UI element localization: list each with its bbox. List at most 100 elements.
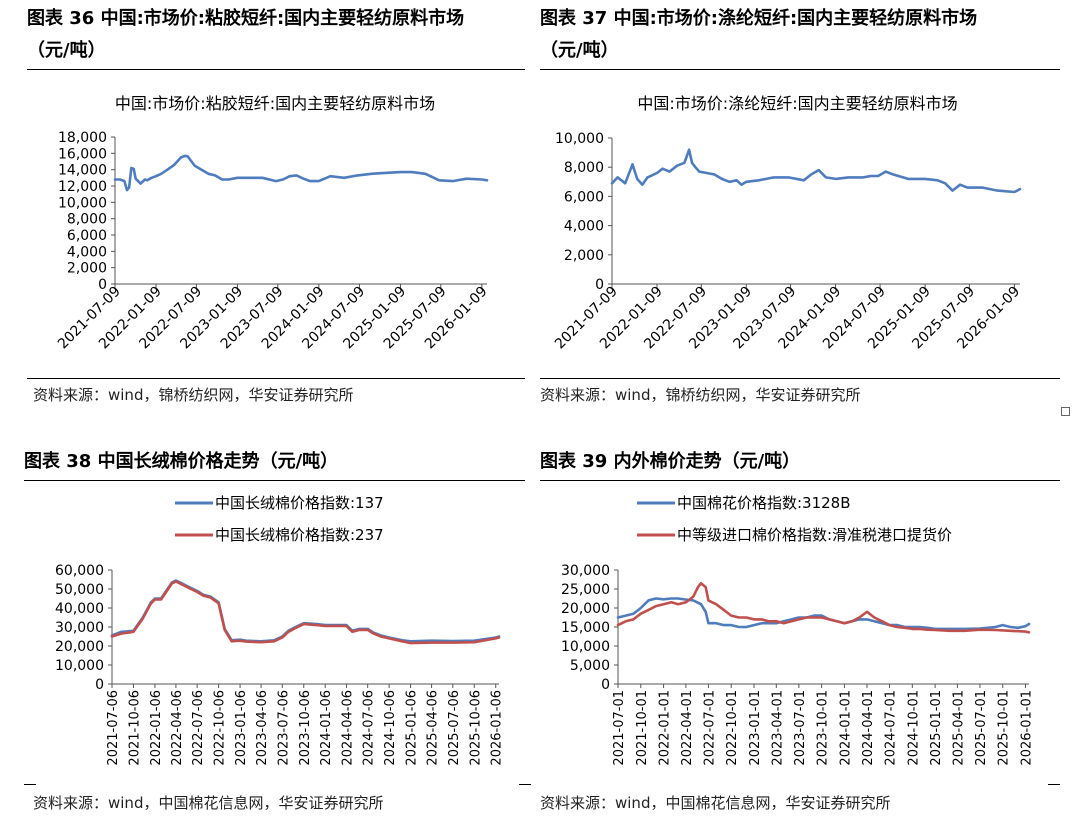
figure-39-source: 资料来源：wind，中国棉花信息网，华安证券研究所 [540,794,891,812]
x-tick-label: 2022-10-01 [725,690,740,766]
series-line-1 [110,579,501,643]
x-tick-label: 2021-07-06 [106,690,121,766]
figure-39-top-rule [540,480,1060,481]
x-tick-label: 2022-01-06 [149,690,164,766]
figure-36-top-rule [27,69,525,70]
figure-36-bottom-rule [27,378,525,379]
figure-38-chart: 0 10,000 20,000 30,000 40,000 50,000 60,000 202… [55,494,505,766]
y-tick-label: 6,000 [564,189,604,205]
y-tick-label: 0 [595,277,604,293]
y-tick-label: 0 [601,677,610,693]
figure-36-chart-title: 中国:市场价:粘胶短纤:国内主要轻纺原料市场 [114,94,436,113]
x-tick-label: 2024-07-01 [884,690,899,766]
x-tick-label: 2026-01-06 [490,690,505,766]
x-tick-label: 2023-07-01 [793,690,808,766]
figure-36-source: 资料来源：wind，锦桥纺织网，华安证券研究所 [33,386,354,404]
x-tick-label: 2025-07-06 [447,690,462,766]
figure-36-heading-line2: （元/吨） [27,40,106,61]
x-tick-label: 2022-04-01 [680,690,695,766]
figure-39-corner-mark-right [1048,784,1060,785]
x-tick-label: 2023-01-06 [234,690,249,766]
figure-38-heading: 图表 38 中国长绒棉价格走势（元/吨） [24,451,339,472]
x-tick-label: 2022-04-06 [170,690,185,766]
series-line-1 [113,154,489,192]
y-tick-label: 14,000 [58,163,107,179]
y-tick-label: 10,000 [561,639,610,655]
series-line-1 [610,148,1022,194]
figure-37-source: 资料来源：wind，锦桥纺织网，华安证券研究所 [540,386,861,404]
x-tick-label: 2024-01-01 [838,690,853,766]
y-tick-label: 5,000 [570,658,610,674]
y-tick-label: 0 [98,277,107,293]
y-tick-label: 15,000 [561,620,610,636]
x-tick-label: 2025-01-01 [929,690,944,766]
x-tick-label: 2026-01-01 [1020,690,1035,766]
figure-39-chart: 0 5,000 10,000 15,000 20,000 25,000 30,000 2021… [561,494,1035,766]
legend-label-1: 中国长绒棉价格指数:137 [215,494,384,512]
x-tick-label: 2021-10-06 [127,690,142,766]
x-tick-label: 2023-01-01 [748,690,763,766]
figure-37-heading-line2: （元/吨） [540,40,619,61]
y-tick-label: 10,000 [55,658,104,674]
y-tick-label: 4,000 [564,219,604,235]
figure-37-heading-line1: 图表 37 中国:市场价:涤纶短纤:国内主要轻纺原料市场 [540,8,978,29]
x-tick-label: 2023-10-01 [816,690,831,766]
x-tick-label: 2024-01-06 [319,690,334,766]
x-tick-label: 2023-04-06 [255,690,270,766]
x-tick-label: 2024-07-06 [362,690,377,766]
y-tick-label: 30,000 [561,563,610,579]
figure-38-source: 资料来源：wind，中国棉花信息网，华安证券研究所 [33,794,384,812]
x-tick-label: 2025-04-06 [426,690,441,766]
legend-label-2: 中国长绒棉价格指数:237 [215,526,384,544]
y-tick-label: 8,000 [564,160,604,176]
x-tick-label: 2023-07-06 [276,690,291,766]
figure-37-chart-title: 中国:市场价:涤纶短纤:国内主要轻纺原料市场 [637,94,958,113]
y-tick-label: 12,000 [58,179,107,195]
x-tick-label: 2023-04-01 [770,690,785,766]
y-tick-label: 16,000 [58,146,107,162]
y-tick-label: 50,000 [55,582,104,598]
y-tick-label: 8,000 [67,212,107,228]
x-tick-label: 2022-07-06 [191,690,206,766]
x-tick-label: 2022-07-01 [702,690,717,766]
figure-36-heading: 图表 36 中国:市场价:粘胶短纤:国内主要轻纺原料市场 （元/吨） [27,3,547,67]
figure-37-top-rule [540,69,1060,70]
y-tick-label: 20,000 [55,639,104,655]
figure-39-heading: 图表 39 内外棉价走势（元/吨） [540,451,801,472]
figure-39-corner-mark-left [519,784,531,785]
figure-38-corner-mark [24,784,36,785]
x-tick-label: 2024-10-06 [383,690,398,766]
y-tick-label: 2,000 [564,248,604,264]
x-tick-label: 2024-10-01 [906,690,921,766]
x-tick-label: 2024-04-06 [340,690,355,766]
page-marker [1061,407,1070,416]
y-tick-label: 40,000 [55,601,104,617]
x-tick-label: 2025-10-06 [468,690,483,766]
figure-38-top-rule [24,480,525,481]
x-tick-label: 2021-07-01 [612,690,627,766]
y-tick-label: 25,000 [561,582,610,598]
x-tick-label: 2025-01-06 [405,690,420,766]
y-tick-label: 30,000 [55,620,104,636]
x-tick-label: 2023-10-06 [298,690,313,766]
x-tick-label: 2025-04-01 [951,690,966,766]
y-tick-label: 60,000 [55,563,104,579]
y-tick-label: 0 [95,677,104,693]
legend-label-2: 中等级进口棉价格指数:滑准税港口提货价 [677,526,952,544]
x-tick-label: 2025-07-01 [974,690,989,766]
figure-37-bottom-rule [540,378,1060,379]
y-tick-label: 6,000 [67,228,107,244]
y-tick-label: 10,000 [555,131,604,147]
x-tick-label: 2024-04-01 [861,690,876,766]
y-tick-label: 4,000 [67,244,107,260]
figure-36-heading-line1: 图表 36 中国:市场价:粘胶短纤:国内主要轻纺原料市场 [27,8,465,29]
y-tick-label: 18,000 [58,130,107,146]
y-tick-label: 20,000 [561,601,610,617]
x-tick-label: 2021-10-01 [635,690,650,766]
x-tick-label: 2022-01-01 [658,690,673,766]
x-tick-label: 2022-10-06 [213,690,228,766]
x-tick-label: 2025-10-01 [997,690,1012,766]
figure-37-heading: 图表 37 中国:市场价:涤纶短纤:国内主要轻纺原料市场 （元/吨） [540,3,1065,67]
legend-label-1: 中国棉花价格指数:3128B [677,494,851,512]
series-line-2 [110,580,501,645]
